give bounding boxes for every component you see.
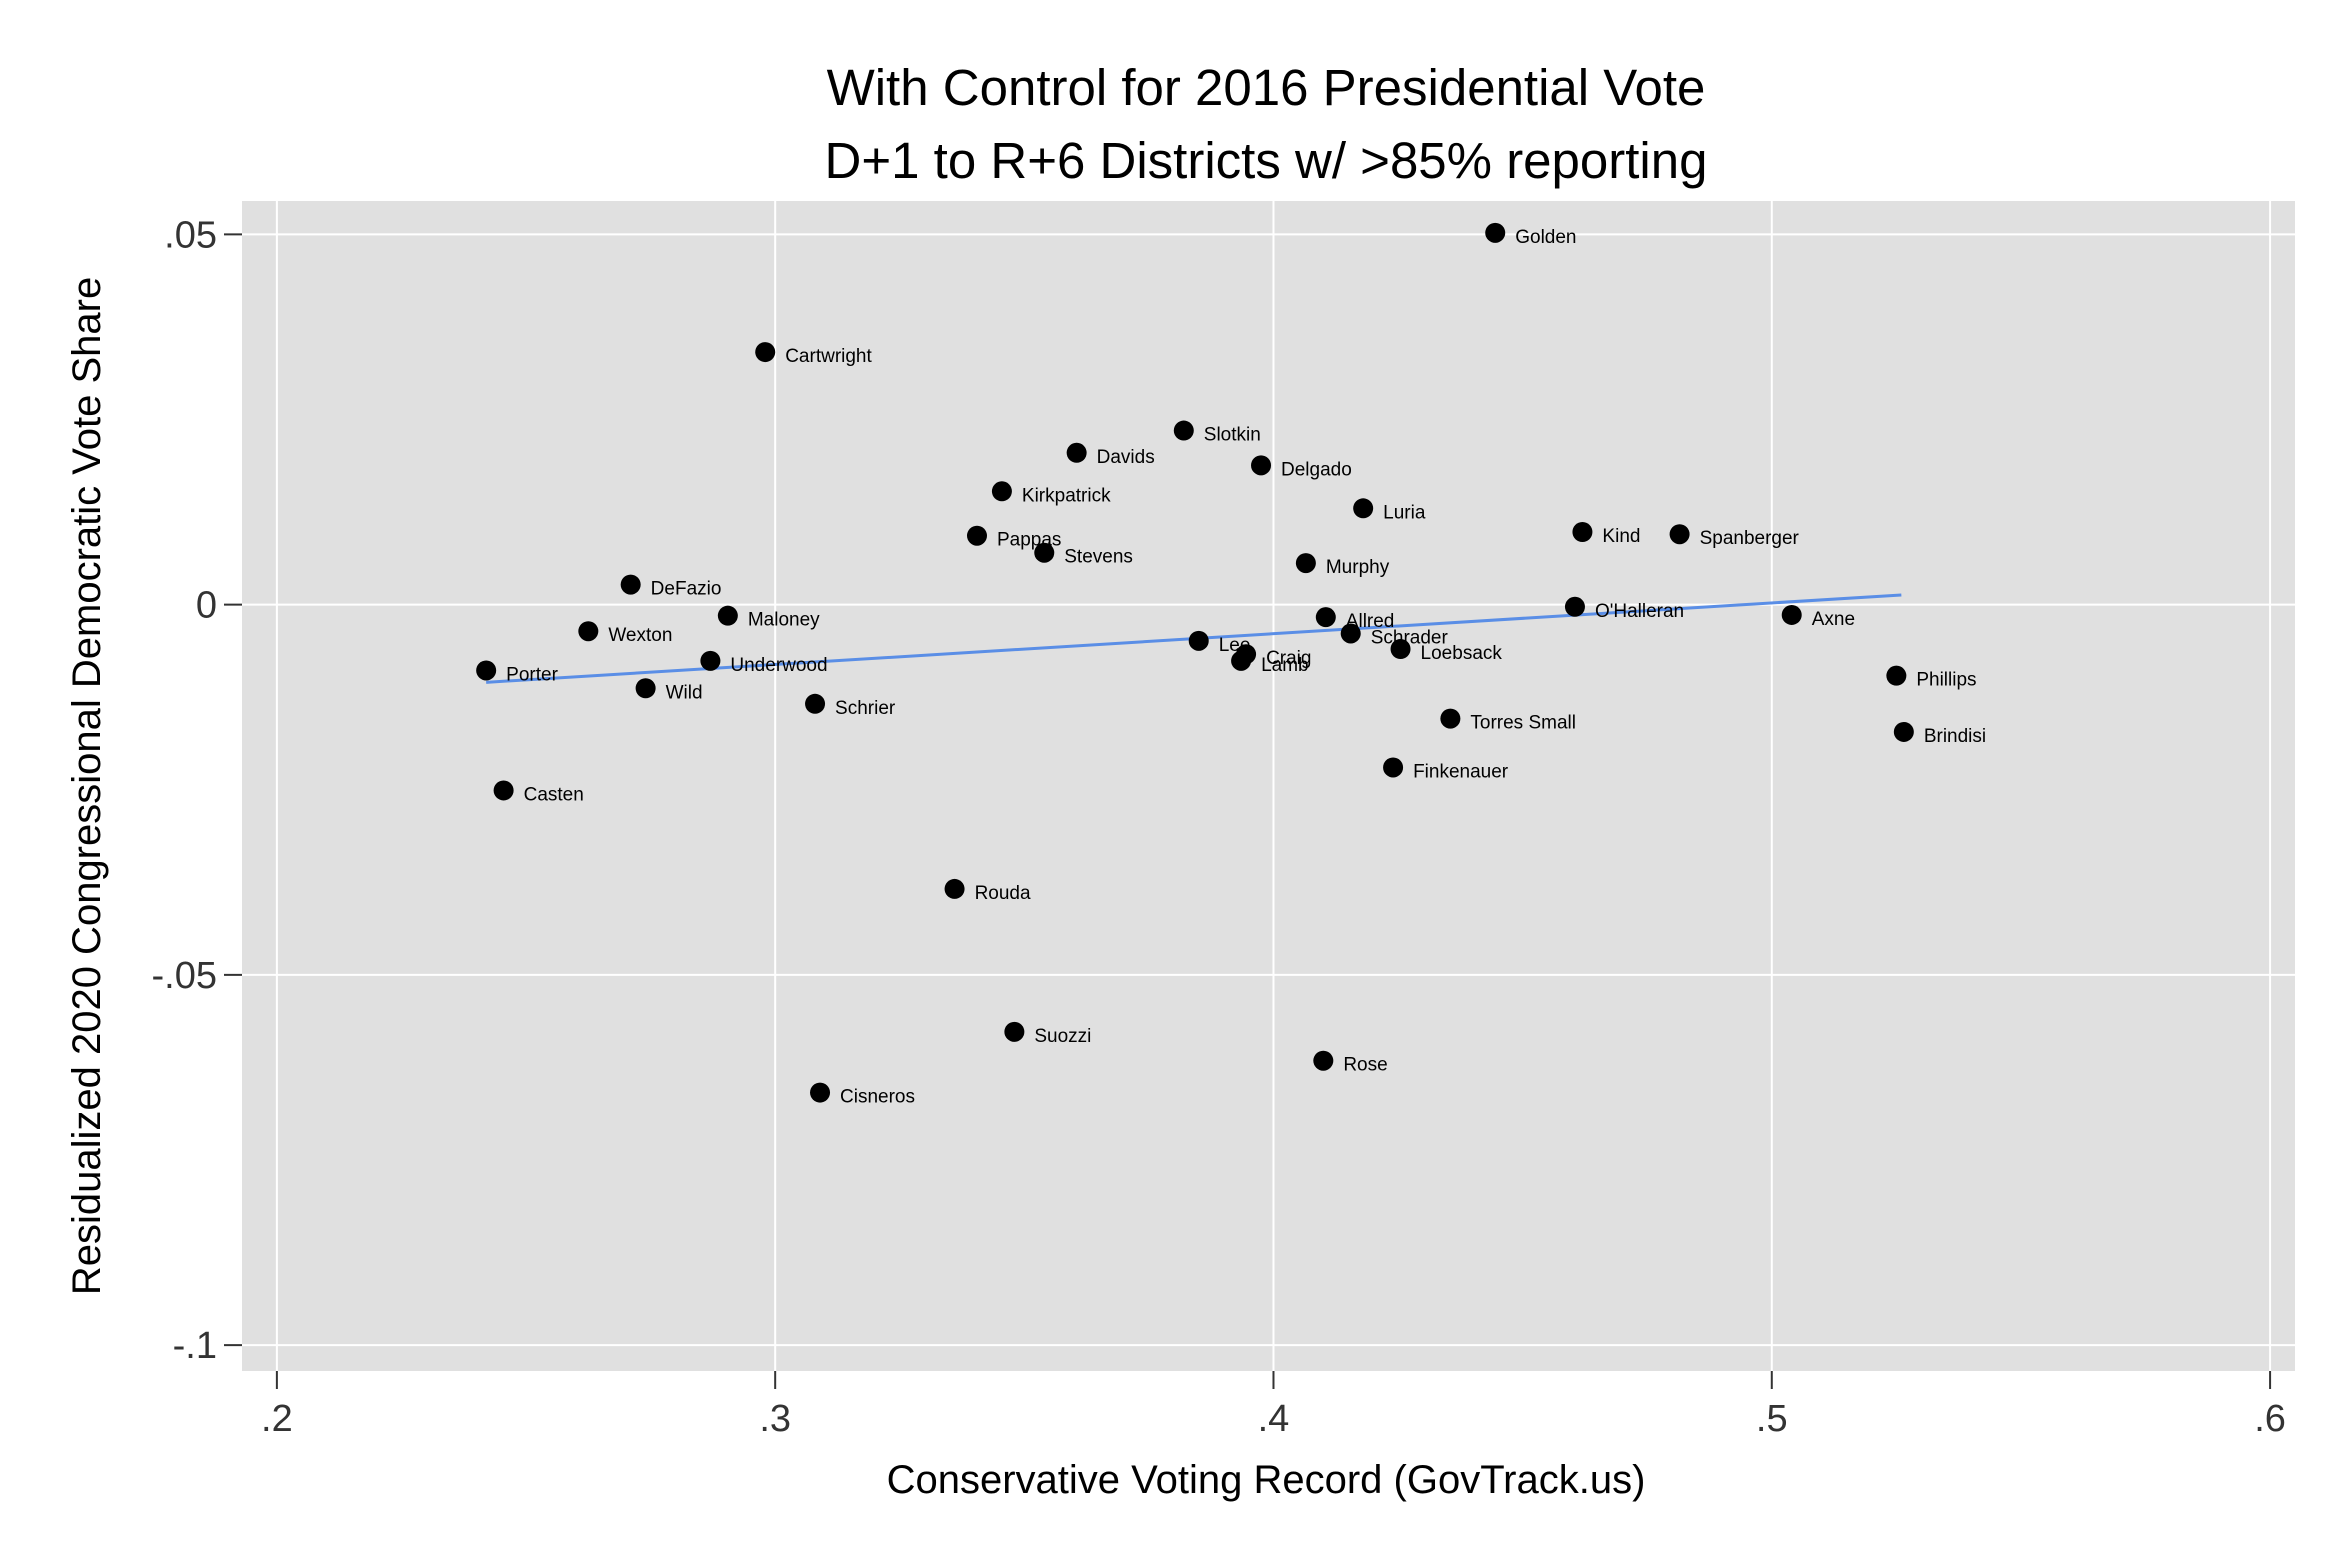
point-label: Maloney bbox=[748, 610, 820, 631]
point-label: Axne bbox=[1812, 609, 1855, 630]
data-point bbox=[1315, 607, 1336, 628]
data-point bbox=[1295, 553, 1316, 574]
data-point bbox=[493, 780, 514, 801]
point-label: Delgado bbox=[1281, 459, 1352, 480]
plot-area bbox=[242, 201, 2295, 1371]
data-point bbox=[1034, 542, 1055, 563]
y-tick-label: 0 bbox=[196, 585, 217, 627]
point-label: Kirkpatrick bbox=[1022, 485, 1111, 506]
point-label: Lamb bbox=[1261, 655, 1309, 676]
data-point bbox=[991, 481, 1012, 502]
data-point bbox=[1572, 522, 1593, 543]
data-point bbox=[1313, 1050, 1334, 1071]
data-point bbox=[1340, 623, 1361, 644]
y-tick-label: -.05 bbox=[152, 955, 217, 997]
data-point bbox=[966, 525, 987, 546]
y-tick-label: -.1 bbox=[173, 1325, 217, 1367]
data-point bbox=[476, 660, 497, 681]
point-label: Slotkin bbox=[1204, 425, 1261, 446]
point-label: Wild bbox=[666, 682, 703, 703]
point-label: Golden bbox=[1515, 227, 1576, 248]
x-tick-label: .6 bbox=[2254, 1398, 2286, 1440]
data-point bbox=[1251, 455, 1272, 476]
data-point bbox=[1188, 630, 1209, 651]
point-label: Porter bbox=[506, 664, 558, 685]
point-label: Cisneros bbox=[840, 1087, 915, 1108]
data-point bbox=[620, 574, 641, 595]
data-point bbox=[1353, 498, 1374, 519]
x-tick-label: .5 bbox=[1756, 1398, 1788, 1440]
data-point bbox=[1781, 604, 1802, 625]
data-point bbox=[1440, 708, 1461, 729]
data-point bbox=[1893, 721, 1914, 742]
data-point bbox=[1390, 639, 1411, 660]
data-point bbox=[805, 693, 826, 714]
x-axis-title: Conservative Voting Record (GovTrack.us) bbox=[887, 1458, 1646, 1502]
chart-title-line-2: D+1 to R+6 Districts w/ >85% reporting bbox=[825, 132, 1708, 189]
point-label: Rouda bbox=[975, 883, 1031, 904]
point-label: Casten bbox=[524, 784, 584, 805]
data-point bbox=[578, 621, 599, 642]
axis-ticks: .2 .3 .4 .5 .6 .05 0 -.05 -.1 bbox=[152, 214, 2286, 1440]
point-label: Schrier bbox=[835, 698, 896, 719]
data-point bbox=[717, 605, 738, 626]
data-point bbox=[700, 650, 721, 671]
point-label: Murphy bbox=[1326, 557, 1390, 578]
point-label: Cartwright bbox=[785, 346, 872, 367]
data-point bbox=[1066, 442, 1087, 463]
point-label: Rose bbox=[1343, 1055, 1387, 1076]
data-point bbox=[1383, 757, 1404, 778]
point-label: Loebsack bbox=[1421, 643, 1503, 664]
point-label: Craig bbox=[1266, 648, 1311, 669]
y-tick-label: .05 bbox=[164, 214, 217, 256]
point-label: Wexton bbox=[608, 625, 672, 646]
point-label: Underwood bbox=[730, 655, 827, 676]
point-label: Finkenauer bbox=[1413, 761, 1509, 782]
data-point bbox=[1669, 524, 1690, 545]
y-axis-title: Residualized 2020 Congressional Democrat… bbox=[65, 277, 109, 1295]
data-point bbox=[1004, 1021, 1025, 1042]
point-label: Kind bbox=[1602, 526, 1640, 547]
data-point bbox=[1564, 596, 1585, 617]
point-label: DeFazio bbox=[651, 579, 722, 600]
data-points: Golden Cartwright Slotkin Davids Delgado Kirk… bbox=[476, 222, 1986, 1108]
point-label: Davids bbox=[1097, 447, 1155, 468]
point-label: Stevens bbox=[1064, 547, 1133, 568]
chart-title-line-1: With Control for 2016 Presidential Vote bbox=[827, 59, 1706, 116]
point-label: Brindisi bbox=[1924, 726, 1986, 747]
data-point bbox=[1173, 420, 1194, 441]
point-label: Torres Small bbox=[1470, 713, 1576, 734]
point-label: Spanberger bbox=[1700, 528, 1800, 549]
data-point bbox=[944, 878, 965, 899]
gridlines bbox=[242, 201, 2295, 1371]
point-label: O'Halleran bbox=[1595, 601, 1684, 622]
x-tick-label: .4 bbox=[1258, 1398, 1290, 1440]
data-point bbox=[1485, 222, 1506, 243]
data-point bbox=[755, 342, 776, 363]
data-point bbox=[635, 678, 656, 699]
data-point bbox=[810, 1082, 831, 1103]
data-point bbox=[1886, 665, 1907, 686]
point-label: Suozzi bbox=[1034, 1026, 1091, 1047]
x-tick-label: .3 bbox=[759, 1398, 791, 1440]
point-label: Luria bbox=[1383, 502, 1426, 523]
x-tick-label: .2 bbox=[261, 1398, 293, 1440]
point-label: Schrader bbox=[1371, 627, 1449, 648]
point-label: Phillips bbox=[1916, 670, 1976, 691]
data-point bbox=[1231, 650, 1252, 671]
